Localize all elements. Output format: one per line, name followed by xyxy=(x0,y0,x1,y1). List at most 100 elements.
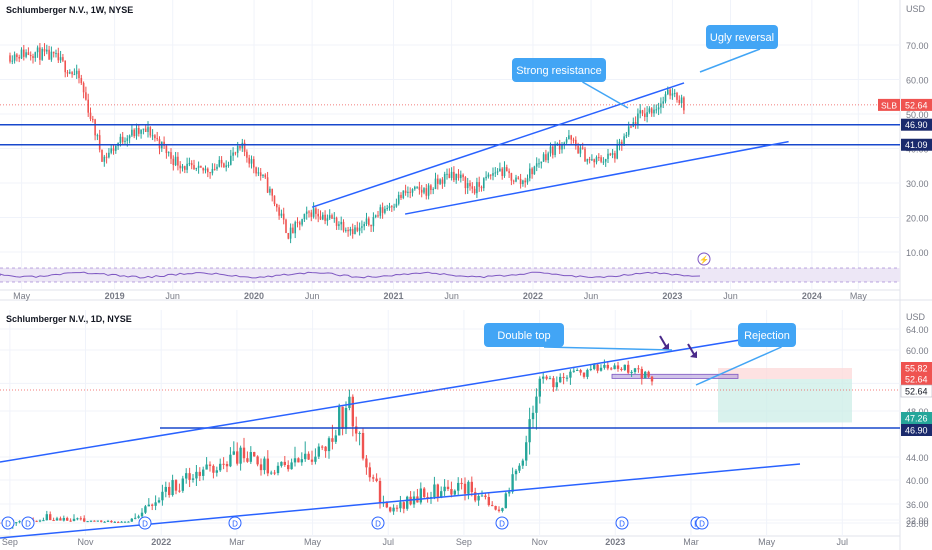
weekly-candle xyxy=(128,134,131,144)
weekly-candle-body xyxy=(186,163,188,170)
weekly-candle xyxy=(27,47,30,56)
weekly-candle xyxy=(149,126,152,138)
weekly-candle xyxy=(167,151,170,157)
daily-candle xyxy=(256,455,259,467)
daily-candle xyxy=(215,466,218,477)
weekly-candle-body xyxy=(356,227,359,231)
weekly-candle xyxy=(528,163,531,182)
dividend-marker xyxy=(1,516,15,530)
weekly-candle-body xyxy=(623,136,625,146)
daily-candle xyxy=(562,372,565,385)
weekly-candle-body xyxy=(204,168,207,171)
top-channel-lower xyxy=(404,140,789,215)
weekly-candle xyxy=(508,168,510,178)
daily-candle xyxy=(280,461,283,468)
weekly-candle xyxy=(324,210,326,225)
daily-candle xyxy=(62,515,65,522)
top-time-tick: Jun xyxy=(444,291,459,301)
daily-candle xyxy=(259,458,263,476)
weekly-candle xyxy=(400,192,402,200)
daily-candle-body xyxy=(644,371,647,379)
daily-candle xyxy=(185,468,188,484)
daily-candle-body xyxy=(178,490,181,492)
weekly-candle xyxy=(551,144,554,159)
daily-candle-body xyxy=(620,368,623,370)
dividend-marker-label: D xyxy=(5,520,11,529)
daily-candle xyxy=(273,469,276,476)
weekly-candle-body xyxy=(225,165,228,168)
weekly-candle xyxy=(275,203,278,212)
daily-candle-body xyxy=(365,458,368,468)
weekly-candle xyxy=(611,149,614,159)
supply-zone xyxy=(611,373,739,379)
daily-candle-body xyxy=(164,486,167,492)
daily-candle-body xyxy=(72,518,76,522)
daily-candle-body xyxy=(463,483,467,494)
daily-candle-body xyxy=(62,517,65,521)
top-time-tick: Jun xyxy=(305,291,320,301)
daily-candle xyxy=(375,473,378,483)
weekly-candle-body xyxy=(227,164,230,166)
weekly-candle xyxy=(542,152,545,162)
daily-candle xyxy=(491,501,494,507)
daily-candle xyxy=(409,491,412,506)
daily-candle-body xyxy=(372,477,375,479)
weekly-candle-body xyxy=(257,172,260,174)
weekly-candle xyxy=(441,177,444,189)
daily-candle-body xyxy=(531,412,535,420)
daily-candle xyxy=(147,498,150,507)
weekly-candle-body xyxy=(312,208,315,217)
daily-candle-body xyxy=(501,508,504,511)
weekly-candle-body xyxy=(190,163,193,166)
daily-candle-body xyxy=(137,516,140,518)
weekly-candle xyxy=(434,172,437,190)
stop-loss-zone xyxy=(718,368,852,379)
daily-chart-panel[interactable] xyxy=(0,359,852,532)
weekly-candle-body xyxy=(660,103,662,108)
weekly-candle-body xyxy=(600,157,602,162)
weekly-candle xyxy=(292,223,294,234)
daily-candle-body xyxy=(93,520,96,522)
weekly-candle xyxy=(227,161,230,168)
daily-candle xyxy=(504,492,507,509)
weekly-candle-body xyxy=(650,108,653,114)
dividend-marker xyxy=(228,516,242,530)
daily-candle xyxy=(304,441,307,462)
daily-candle xyxy=(586,368,589,380)
daily-candle xyxy=(599,364,603,372)
weekly-candle-body xyxy=(156,138,159,140)
weekly-candle-body xyxy=(427,185,430,196)
weekly-candle-body xyxy=(48,49,50,60)
daily-candle xyxy=(528,407,531,455)
weekly-chart-panel[interactable] xyxy=(9,43,685,244)
weekly-candle xyxy=(41,47,44,61)
weekly-candle xyxy=(108,148,110,159)
callout-ugly-reversal-pointer xyxy=(699,48,761,73)
weekly-candle-body xyxy=(259,172,262,177)
weekly-candle-body xyxy=(105,156,108,158)
weekly-candle xyxy=(156,131,159,142)
daily-candle-body xyxy=(69,520,72,522)
axes: 70.00 60.00 50.00 40.00 30.00 20.00 10.00 USD Ma… xyxy=(2,4,929,547)
top-time-tick: 2022 xyxy=(523,291,543,301)
weekly-candle xyxy=(181,164,184,172)
callout-rejection-box xyxy=(738,323,796,347)
daily-candle xyxy=(202,466,205,481)
weekly-candle xyxy=(384,205,386,215)
daily-candle xyxy=(372,474,375,482)
weekly-candle xyxy=(71,71,73,78)
weekly-candle-body xyxy=(64,60,67,73)
daily-candle-body xyxy=(528,419,531,443)
weekly-candle-body xyxy=(154,135,156,139)
weekly-candle xyxy=(588,156,591,164)
daily-candle-body xyxy=(474,492,477,501)
weekly-candle-body xyxy=(80,78,83,84)
daily-candle xyxy=(436,483,439,502)
daily-candle xyxy=(205,457,208,470)
weekly-candle-body xyxy=(551,146,554,155)
bottom-price-tick: 44.00 xyxy=(906,453,929,463)
daily-candle xyxy=(644,370,647,379)
top-level-label: 41.09 xyxy=(905,140,928,150)
weekly-candle xyxy=(671,87,674,100)
